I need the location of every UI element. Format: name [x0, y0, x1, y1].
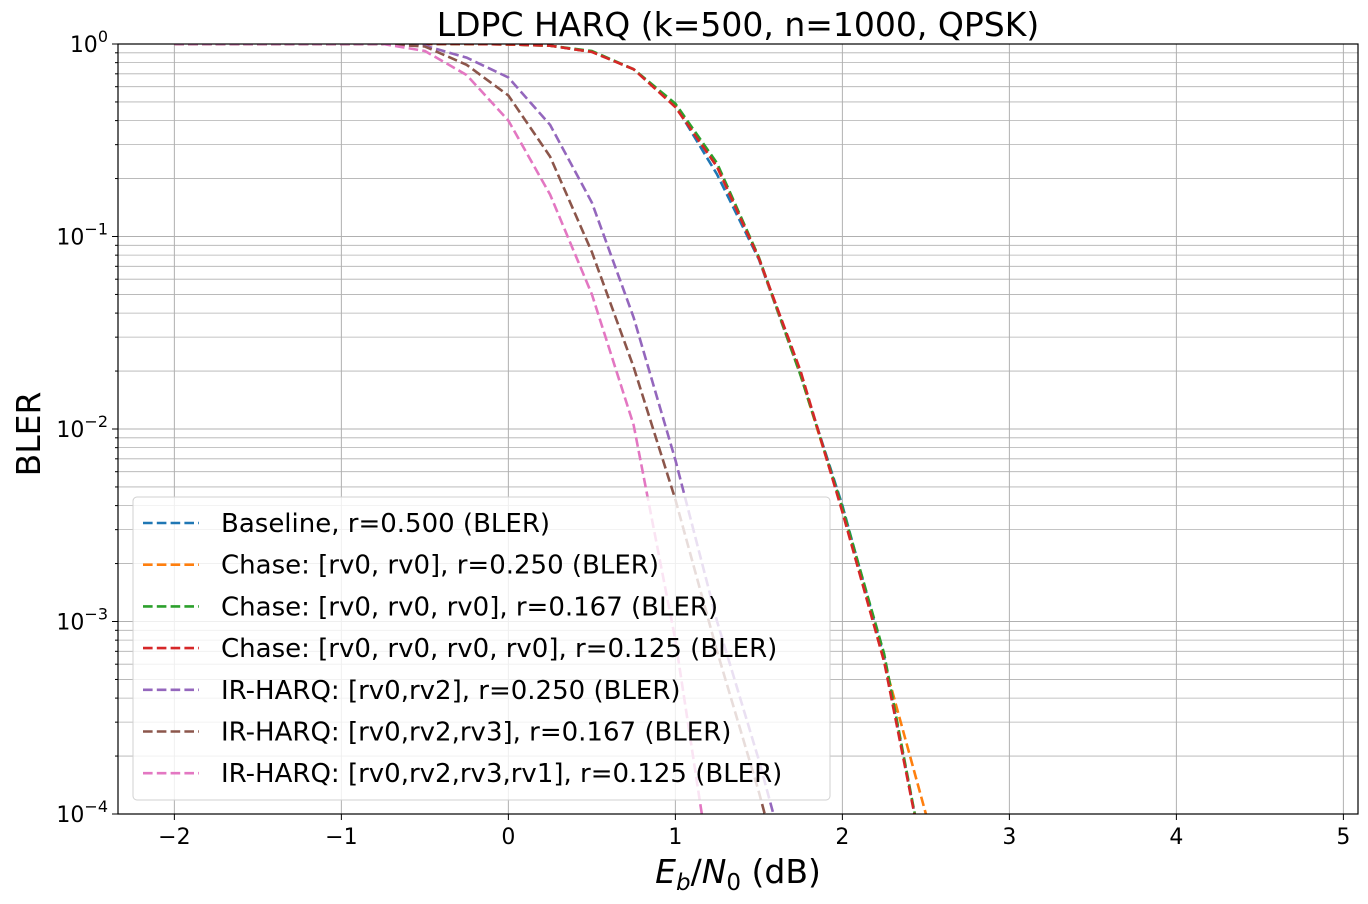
- legend-label: Chase: [rv0, rv0], r=0.250 (BLER): [221, 551, 659, 581]
- ticks: −2 −1 0 1 2 3 4 5 100 10−1 10−2 10−3 10−4: [56, 27, 1350, 850]
- y-tick-label: 10−1: [56, 220, 108, 251]
- chart-title: LDPC HARQ (k=500, n=1000, QPSK): [437, 5, 1039, 44]
- legend-box: [132, 496, 831, 801]
- y-axis-label: BLER: [9, 392, 48, 477]
- legend-label: Chase: [rv0, rv0, rv0], r=0.167 (BLER): [221, 592, 718, 622]
- x-tick-label: 4: [1169, 825, 1183, 850]
- legend-label: IR-HARQ: [rv0,rv2,rv3], r=0.167 (BLER): [221, 718, 731, 748]
- y-tick-label: 100: [70, 27, 108, 58]
- series-line-4: [174, 44, 916, 814]
- legend-label: Baseline, r=0.500 (BLER): [221, 509, 550, 539]
- x-axis-label: Eb/N0 (dB): [655, 852, 821, 896]
- y-tick-label: 10−3: [56, 605, 108, 636]
- y-tick-label: 10−4: [56, 797, 108, 828]
- series-line-6: [174, 44, 767, 814]
- legend-label: IR-HARQ: [rv0,rv2], r=0.250 (BLER): [221, 676, 681, 706]
- y-tick-label: 10−2: [56, 412, 108, 443]
- x-tick-label: 5: [1336, 825, 1350, 850]
- legend-label: Chase: [rv0, rv0, rv0, rv0], r=0.125 (BL…: [221, 634, 777, 664]
- x-tick-label: 3: [1002, 825, 1016, 850]
- x-tick-label: 0: [501, 825, 515, 850]
- x-tick-label: 2: [835, 825, 849, 850]
- series-line-7: [174, 44, 704, 814]
- x-tick-label: 1: [668, 825, 682, 850]
- x-tick-label: −1: [325, 825, 357, 850]
- legend-label: IR-HARQ: [rv0,rv2,rv3,rv1], r=0.125 (BLE…: [221, 759, 782, 789]
- legend: Baseline, r=0.500 (BLER) Chase: [rv0, rv0…: [132, 496, 831, 801]
- x-tick-label: −2: [158, 825, 190, 850]
